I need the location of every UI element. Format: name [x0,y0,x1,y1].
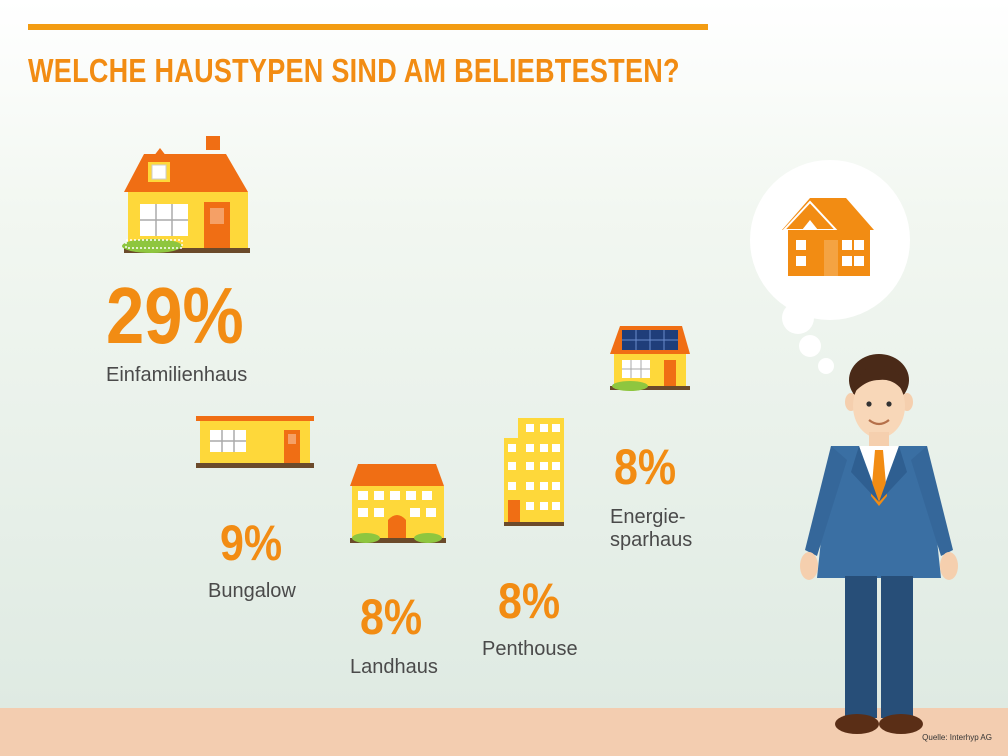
single-family-house-icon [122,136,250,253]
source-note: Quelle: Interhyp AG [922,733,992,742]
businessman-illustration [800,354,958,734]
value-energiesparhaus: 8% [614,439,677,495]
label-landhaus: Landhaus [350,656,438,678]
value-landhaus: 8% [360,589,423,645]
value-penthouse: 8% [498,573,561,629]
value-einfamilienhaus: 29% [106,271,244,360]
apartment-tower-icon [504,418,564,526]
country-house-icon [350,464,446,543]
label-energiesparhaus: Energie- sparhaus [610,506,693,551]
floor-band [0,708,1008,756]
top-accent-bar [28,24,708,30]
label-einfamilienhaus: Einfamilienhaus [106,364,248,386]
house-icon [781,198,874,276]
thought-bubble [750,160,910,374]
label-bungalow: Bungalow [208,580,296,602]
solar-house-icon [610,326,690,391]
bungalow-icon [196,416,314,468]
value-bungalow: 9% [220,515,283,571]
page-title: WELCHE HAUSTYPEN SIND AM BELIEBTESTEN? [28,52,680,89]
label-penthouse: Penthouse [482,638,578,660]
